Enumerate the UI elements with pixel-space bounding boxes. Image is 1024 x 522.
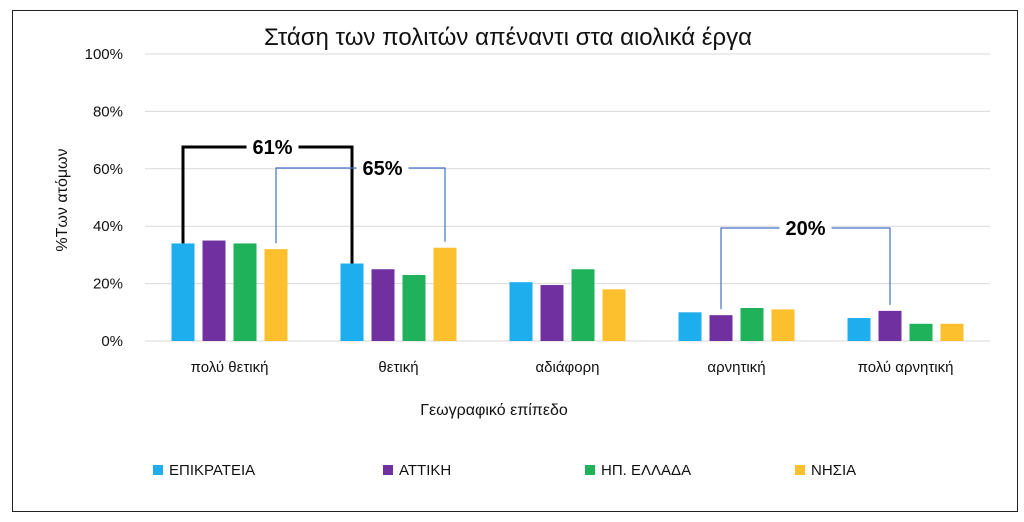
bar (571, 269, 595, 341)
bar (340, 263, 364, 341)
bar (540, 285, 564, 341)
y-tick-label: 20% (93, 276, 123, 293)
x-tick-label: θετική (378, 359, 418, 376)
bar (847, 318, 871, 341)
bar (909, 323, 933, 341)
annotation-label-bg (356, 156, 409, 180)
bar (709, 315, 733, 341)
bar (233, 243, 257, 341)
bracket-line (720, 227, 891, 310)
bar (509, 282, 533, 341)
annotation-label-bg (246, 135, 299, 159)
annotation-label: 65% (362, 158, 402, 180)
x-axis-title: Γεωγραφικό επίπεδο (420, 402, 568, 419)
legend-swatch (383, 465, 393, 475)
bar (740, 307, 764, 341)
bar (171, 243, 195, 341)
legend-label: ΑΤΤΙΚΗ (399, 462, 451, 479)
bar (264, 249, 288, 341)
bar (433, 247, 457, 341)
bar (402, 274, 426, 341)
x-tick-label: αρνητική (707, 359, 765, 376)
y-tick-label: 60% (93, 161, 123, 178)
bar (940, 323, 964, 341)
legend-swatch (585, 465, 595, 475)
y-tick-label: 100% (85, 46, 123, 63)
y-tick-label: 0% (101, 333, 123, 350)
bar (202, 240, 226, 341)
x-tick-label: πολύ αρνητική (858, 359, 954, 376)
legend-swatch (153, 465, 163, 475)
y-tick-label: 40% (93, 218, 123, 235)
y-tick-label: 80% (93, 103, 123, 120)
chart-title: Στάση των πολιτών απέναντι στα αιολικά έ… (264, 24, 752, 51)
legend-swatch (795, 465, 805, 475)
annotation-label: 61% (252, 137, 292, 159)
bar (878, 310, 902, 341)
bar (371, 269, 395, 341)
bar (678, 312, 702, 341)
bar (602, 289, 626, 341)
annotation-label: 20% (785, 218, 825, 240)
x-tick-label: πολύ θετική (191, 359, 269, 376)
legend-label: ΕΠΙΚΡΑΤΕΙΑ (169, 462, 255, 479)
x-tick-label: αδιάφορη (536, 359, 600, 376)
legend-label: ΗΠ. ΕΛΛΑΔΑ (601, 462, 691, 479)
y-axis-title: %Των ατόμων (54, 148, 71, 251)
annotation-label-bg (779, 216, 832, 240)
bar (771, 309, 795, 341)
legend-label: ΝΗΣΙΑ (811, 462, 856, 479)
